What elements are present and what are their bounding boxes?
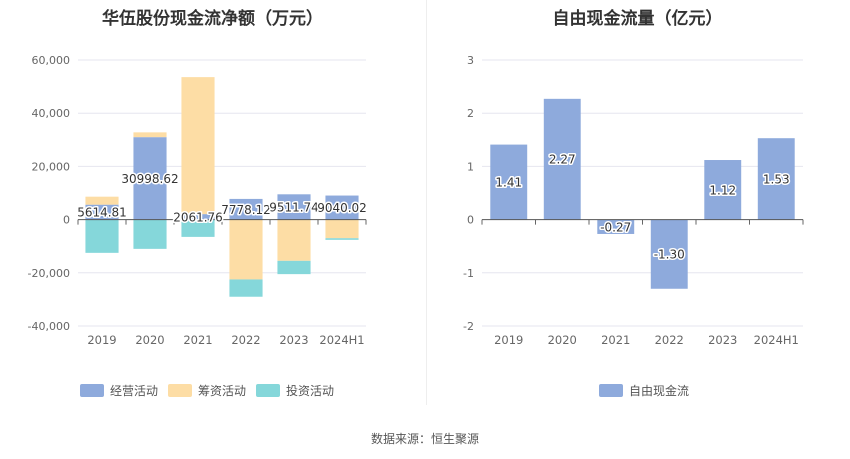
- left-bar-s1: [133, 137, 167, 220]
- right-data-label: 2.27: [549, 153, 576, 167]
- left-bar-s3: [229, 279, 263, 297]
- left-bar-s2: [85, 196, 119, 205]
- left-x-tick-label: 2019: [87, 333, 116, 347]
- legend-item-investing[interactable]: 投资活动: [256, 382, 334, 399]
- left-data-label-halo: 9040.02: [317, 201, 367, 215]
- right-bar-s1: [597, 219, 635, 234]
- right-data-label-halo: 1.41: [495, 176, 522, 190]
- left-bar-s1: [181, 214, 215, 220]
- right-data-label-halo: 1.12: [709, 183, 736, 197]
- right-y-tick-label: 0: [467, 214, 474, 227]
- left-data-label-halo: 9511.74: [269, 200, 319, 214]
- right-data-label-halo: 2.27: [549, 153, 576, 167]
- left-x-tick-label: 2021: [183, 333, 212, 347]
- legend-label-financing: 筹资活动: [198, 384, 247, 398]
- legend-swatch-operating: [80, 384, 104, 397]
- left-data-label: 2061.76: [173, 210, 223, 224]
- chart-divider: [426, 0, 427, 405]
- legend-label-investing: 投资活动: [286, 384, 335, 398]
- left-bar-s3: [181, 219, 215, 237]
- left-x-tick-label: 2023: [279, 333, 308, 347]
- left-y-tick-label: 0: [63, 214, 70, 227]
- right-chart-plot: -2 -1 0 1 2 3 2019 2020 2021 2022 2023 2024H1 1.41 1.…: [463, 54, 804, 347]
- left-data-label-halo: 2061.76: [173, 210, 223, 224]
- left-bar-s1: [277, 194, 311, 220]
- left-bar-s2: [229, 219, 263, 280]
- right-data-label: 1.41: [495, 176, 522, 190]
- right-y-tick-label: 3: [467, 54, 474, 67]
- right-bar-s1: [650, 219, 688, 289]
- left-y-tick-label: 40,000: [32, 107, 71, 120]
- left-data-label: 7778.12: [221, 203, 271, 217]
- left-data-label: 30998.62: [121, 172, 178, 186]
- left-data-label-halo: 7778.12: [221, 203, 271, 217]
- right-bar-s1: [490, 144, 528, 220]
- left-y-tick-label: 60,000: [32, 54, 71, 67]
- left-bar-s3: [133, 219, 167, 249]
- right-data-label: -1.30: [654, 248, 685, 262]
- right-data-label-halo: -1.30: [654, 248, 685, 262]
- left-bar-s1: [85, 204, 119, 220]
- right-x-tick-label: 2023: [708, 333, 737, 347]
- left-bar-s1: [229, 198, 263, 220]
- left-y-tick-label: -40,000: [28, 320, 70, 333]
- left-bar-s2: [325, 219, 359, 239]
- right-x-tick-label: 2020: [548, 333, 577, 347]
- legend-item-operating[interactable]: 经营活动: [80, 382, 158, 399]
- legend-swatch-free-cash-flow: [599, 384, 623, 397]
- left-bar-s2: [277, 219, 311, 261]
- left-bar-s3: [325, 238, 359, 240]
- left-data-label: 9511.74: [269, 200, 319, 214]
- left-bar-s1: [325, 195, 359, 220]
- right-y-tick-label: 1: [467, 160, 474, 173]
- legend-item-financing[interactable]: 筹资活动: [168, 382, 246, 399]
- left-y-tick-label: 20,000: [32, 160, 71, 173]
- left-chart-plot: -40,000 -20,000 0 20,000 40,000 60,000 2019 202…: [28, 54, 369, 347]
- legend-swatch-financing: [168, 384, 193, 397]
- right-x-tick-label: 2022: [655, 333, 684, 347]
- right-data-label-halo: -0.27: [600, 220, 631, 234]
- right-x-tick-label: 2019: [494, 333, 523, 347]
- left-data-label: 9040.02: [317, 201, 367, 215]
- legend-swatch-investing: [256, 384, 281, 397]
- right-data-label-halo: 1.53: [763, 172, 790, 186]
- right-bar-s1: [757, 138, 795, 220]
- left-chart-legend: 经营活动 筹资活动 投资活动: [80, 382, 344, 399]
- legend-label-free-cash-flow: 自由现金流: [629, 384, 690, 398]
- right-data-label: 1.53: [763, 172, 790, 186]
- right-bar-s1: [704, 160, 742, 220]
- left-x-tick-label: 2020: [135, 333, 164, 347]
- right-bar-s1: [543, 98, 581, 220]
- right-data-label: -0.27: [600, 220, 631, 234]
- right-chart-title: 自由现金流量（亿元）: [552, 9, 723, 29]
- left-data-label-halo: 30998.62: [121, 172, 178, 186]
- left-y-tick-label: -20,000: [28, 267, 70, 280]
- left-data-label-halo: 5614.81: [77, 206, 127, 220]
- right-y-tick-label: -2: [463, 320, 474, 333]
- right-y-tick-label: -1: [463, 267, 474, 280]
- right-y-tick-label: 2: [467, 107, 474, 120]
- legend-label-operating: 经营活动: [110, 384, 159, 398]
- left-chart-title: 华伍股份现金流净额（万元）: [102, 9, 323, 29]
- right-data-label: 1.12: [709, 183, 736, 197]
- data-source-note: 数据来源：恒生聚源: [370, 432, 479, 446]
- left-bar-s3: [277, 260, 311, 275]
- legend-item-free-cash-flow[interactable]: 自由现金流: [599, 382, 689, 399]
- right-x-tick-label: 2024H1: [754, 333, 799, 347]
- left-bar-s3: [85, 219, 119, 253]
- right-x-tick-label: 2021: [601, 333, 630, 347]
- left-data-label: 5614.81: [77, 206, 127, 220]
- left-x-tick-label: 2024H1: [319, 333, 364, 347]
- left-bar-s2: [181, 77, 215, 215]
- left-x-tick-label: 2022: [231, 333, 260, 347]
- right-chart-legend: 自由现金流: [599, 382, 699, 399]
- left-bar-s2: [133, 132, 167, 138]
